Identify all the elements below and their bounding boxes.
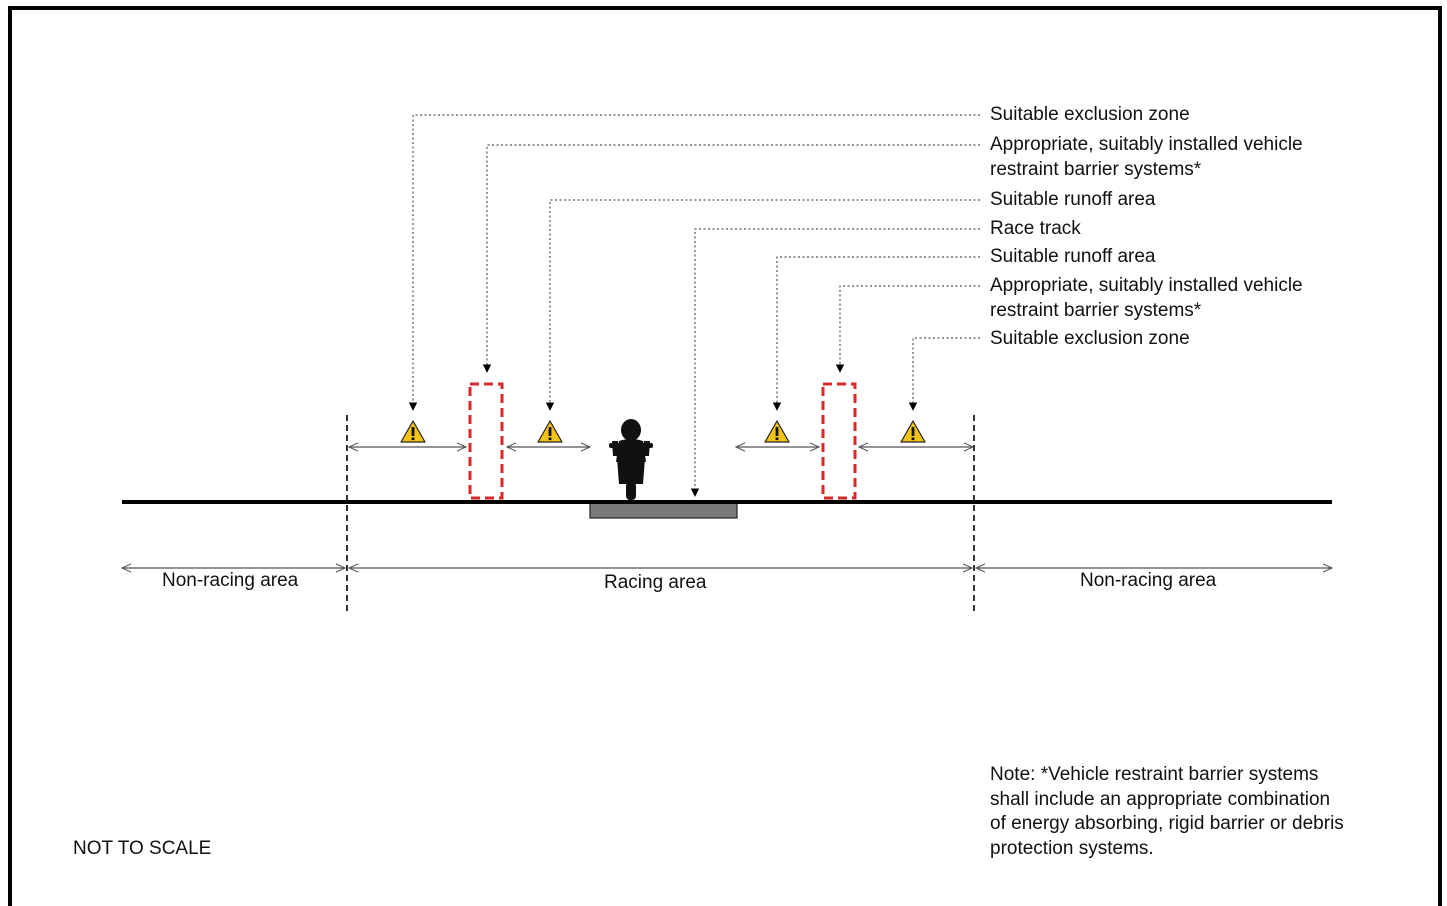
- barrier-right: [821, 382, 857, 500]
- label-barrier-right-line1: Appropriate, suitably installed vehicle: [990, 275, 1303, 296]
- race-track: [589, 502, 738, 519]
- label-racing-area: Racing area: [602, 572, 709, 594]
- label-barrier-right-line2: restraint barrier systems*: [990, 300, 1202, 321]
- footnote-line3: of energy absorbing, rigid barrier or de…: [990, 813, 1344, 834]
- diagram-frame: [8, 6, 1442, 906]
- leader-barrier-left: [482, 144, 980, 373]
- label-barrier-right: Appropriate, suitably installed vehicle …: [990, 273, 1303, 323]
- label-race-track: Race track: [990, 218, 1081, 239]
- label-exclusion-zone-right: Suitable exclusion zone: [990, 328, 1190, 349]
- label-runoff-right: Suitable runoff area: [990, 246, 1156, 267]
- label-non-racing-right: Non-racing area: [1078, 570, 1219, 592]
- footnote-line2: shall include an appropriate combination: [990, 788, 1331, 810]
- label-non-racing-left: Non-racing area: [160, 570, 301, 592]
- leader-lines: [408, 114, 980, 497]
- warning-triangle-icon: [400, 420, 426, 443]
- leader-runoff-left: [545, 199, 980, 411]
- footnote-line1: Note: *Vehicle restraint barrier systems: [990, 764, 1319, 785]
- footnote: Note: *Vehicle restraint barrier systems…: [990, 763, 1344, 861]
- diagram-canvas: [0, 114, 1447, 615]
- leader-exclusion-right: [908, 337, 980, 411]
- footnote-line4: protection systems.: [990, 837, 1154, 859]
- scale-note: NOT TO SCALE: [73, 838, 212, 859]
- warning-triangle-icon: [900, 420, 926, 443]
- leader-runoff-right: [772, 256, 980, 411]
- motorcycle-rider-icon: [609, 419, 653, 500]
- barrier-left: [468, 382, 504, 500]
- label-barrier-left: Appropriate, suitably installed vehicle …: [990, 132, 1303, 182]
- label-runoff-left: Suitable runoff area: [990, 189, 1156, 210]
- leader-exclusion-left: [408, 114, 980, 411]
- warning-triangle-icon: [764, 420, 790, 443]
- label-barrier-left-line2: restraint barrier systems*: [990, 159, 1202, 180]
- racing-boundaries: [346, 415, 975, 615]
- warning-triangle-icon: [537, 420, 563, 443]
- label-exclusion-zone-left: Suitable exclusion zone: [990, 104, 1190, 125]
- leader-barrier-right: [835, 285, 980, 373]
- label-barrier-left-line1: Appropriate, suitably installed vehicle: [990, 134, 1303, 155]
- leader-race-track: [690, 228, 980, 497]
